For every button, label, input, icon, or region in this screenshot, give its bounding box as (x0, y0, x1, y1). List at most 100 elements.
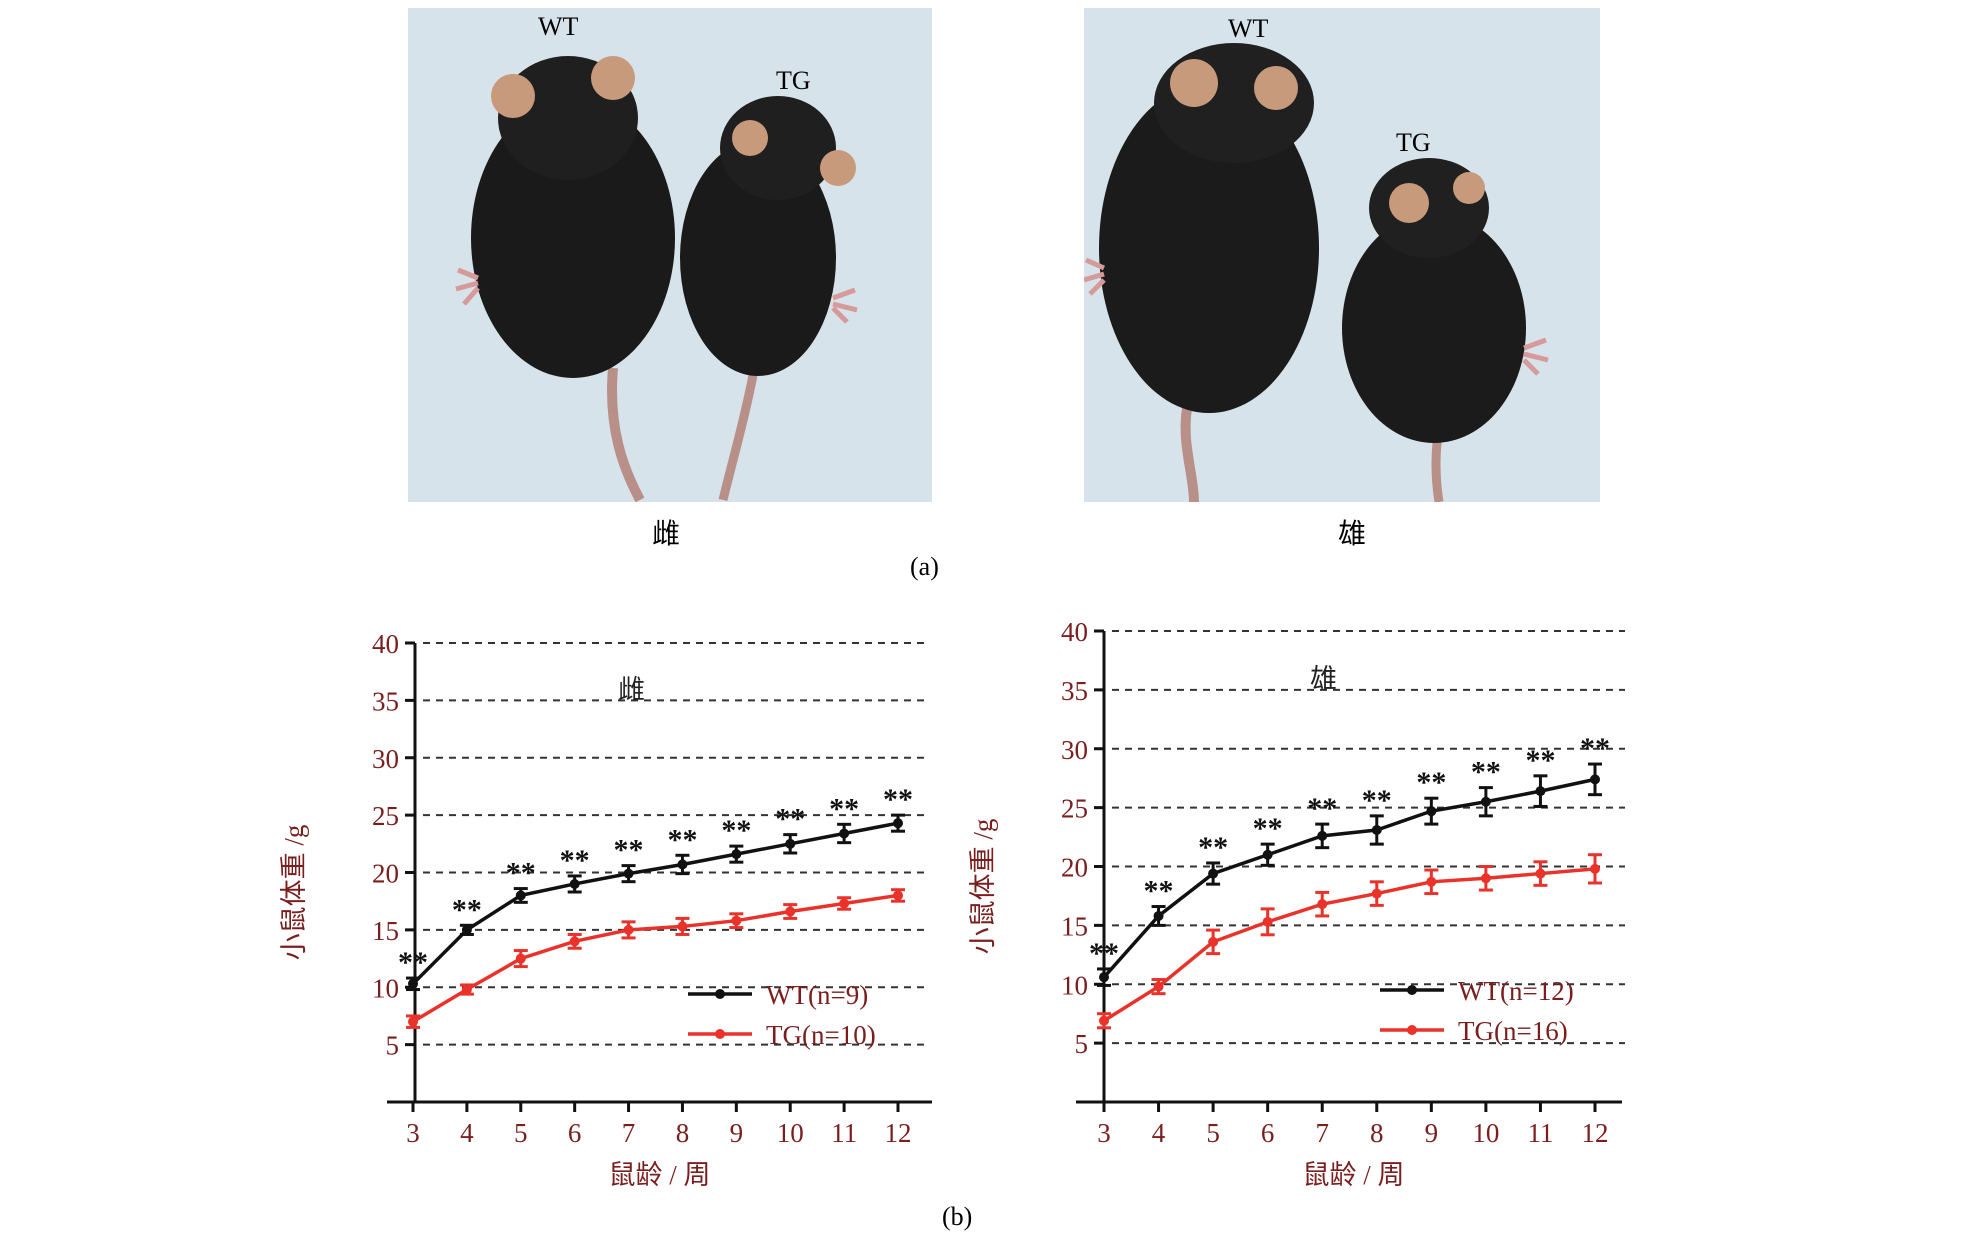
series-line-wt (1102, 777, 1596, 979)
photo-male-caption: 雄 (1338, 517, 1367, 550)
significance-marker: ** (1253, 812, 1283, 845)
photo-male-tg-label: TG (1396, 128, 1431, 157)
y-tick-label: 5 (386, 1031, 400, 1061)
photo-female-wt-label: WT (538, 12, 579, 41)
x-tick-label: 3 (406, 1118, 420, 1148)
x-tick-label: 11 (1527, 1118, 1553, 1148)
data-point (1262, 849, 1273, 860)
data-point (408, 978, 418, 989)
data-point (1317, 830, 1328, 841)
y-tick-label: 40 (1061, 617, 1088, 647)
significance-marker: ** (883, 783, 913, 816)
data-point (785, 906, 796, 917)
legend-label: WT(n=9) (766, 980, 868, 1010)
data-point (1099, 972, 1109, 983)
series-line-tg (412, 893, 899, 1024)
data-point (839, 898, 850, 909)
y-tick-label: 20 (372, 859, 399, 889)
data-point (893, 890, 903, 901)
x-tick-label: 7 (622, 1118, 636, 1148)
legend-label: TG(n=16) (1458, 1016, 1568, 1046)
significance-marker: ** (1416, 766, 1446, 799)
photo-female-mice (408, 8, 932, 502)
data-point (569, 878, 580, 889)
data-point (461, 984, 472, 995)
series-line-tg (1103, 867, 1596, 1023)
x-tick-label: 7 (1315, 1118, 1329, 1148)
data-point (1426, 876, 1437, 887)
legend-marker (1407, 985, 1417, 995)
chart-title: 雄 (1310, 664, 1337, 694)
x-tick-label: 3 (1097, 1118, 1111, 1148)
significance-marker: ** (506, 857, 536, 890)
data-point (1153, 910, 1164, 921)
panel-b-letter: (b) (942, 1202, 973, 1231)
data-point (1153, 981, 1164, 992)
data-point (461, 924, 472, 935)
significance-marker: ** (1362, 784, 1392, 817)
y-tick-label: 30 (1061, 735, 1088, 765)
data-point (1535, 786, 1546, 797)
panel-a-letter: (a) (910, 552, 939, 581)
x-tick-label: 9 (730, 1118, 744, 1148)
data-point (1590, 863, 1600, 874)
chart-title: 雌 (618, 675, 645, 705)
data-point (1480, 796, 1491, 807)
y-tick-label: 15 (1061, 911, 1088, 941)
data-point (1371, 824, 1382, 835)
legend-label: WT(n=12) (1458, 976, 1574, 1006)
legend-marker (715, 1029, 725, 1039)
data-point (839, 828, 850, 839)
significance-marker: ** (1307, 792, 1337, 825)
significance-marker: ** (667, 823, 697, 856)
y-axis-label: 小鼠体重 /g (968, 819, 998, 955)
photo-male-mice (1084, 8, 1600, 502)
x-axis-label: 鼠龄 / 周 (608, 1160, 710, 1190)
y-axis-label: 小鼠体重 /g (279, 825, 309, 961)
y-tick-label: 5 (1075, 1029, 1089, 1059)
male-mice-illustration (1084, 43, 1549, 502)
legend-marker (1407, 1025, 1417, 1035)
y-tick-label: 40 (372, 629, 399, 659)
x-tick-label: 4 (460, 1118, 474, 1148)
data-point (623, 868, 634, 879)
significance-marker: ** (614, 834, 644, 867)
x-tick-label: 6 (568, 1118, 582, 1148)
y-tick-label: 10 (372, 973, 399, 1003)
data-point (1317, 899, 1328, 910)
photo-female-tg-label: TG (776, 66, 811, 95)
y-tick-label: 25 (1061, 794, 1088, 824)
x-axis-label: 鼠龄 / 周 (1302, 1160, 1404, 1190)
data-point (1099, 1015, 1109, 1026)
data-point (1208, 868, 1219, 879)
legend-marker (715, 989, 725, 999)
data-point (1262, 916, 1273, 927)
y-tick-label: 25 (372, 801, 399, 831)
data-point (623, 924, 634, 935)
data-point (1590, 774, 1600, 785)
data-point (1208, 936, 1219, 947)
x-tick-label: 12 (1582, 1118, 1609, 1148)
x-tick-label: 5 (1206, 1118, 1220, 1148)
data-point (1480, 873, 1491, 884)
x-tick-label: 10 (1472, 1118, 1499, 1148)
significance-marker: ** (775, 803, 805, 836)
data-point (731, 915, 742, 926)
data-point (515, 890, 526, 901)
significance-marker: ** (560, 844, 590, 877)
x-tick-label: 11 (831, 1118, 857, 1148)
data-point (677, 859, 688, 870)
significance-marker: ** (721, 814, 751, 847)
series-line-wt (411, 821, 899, 986)
legend-label: TG(n=10) (766, 1020, 876, 1050)
x-tick-label: 10 (777, 1118, 804, 1148)
x-tick-label: 8 (676, 1118, 690, 1148)
data-point (1371, 888, 1382, 899)
data-point (408, 1016, 418, 1027)
data-point (569, 936, 580, 947)
x-tick-label: 5 (514, 1118, 528, 1148)
x-tick-label: 4 (1152, 1118, 1166, 1148)
y-tick-label: 10 (1061, 970, 1088, 1000)
significance-marker: ** (829, 792, 859, 825)
x-tick-label: 9 (1425, 1118, 1439, 1148)
